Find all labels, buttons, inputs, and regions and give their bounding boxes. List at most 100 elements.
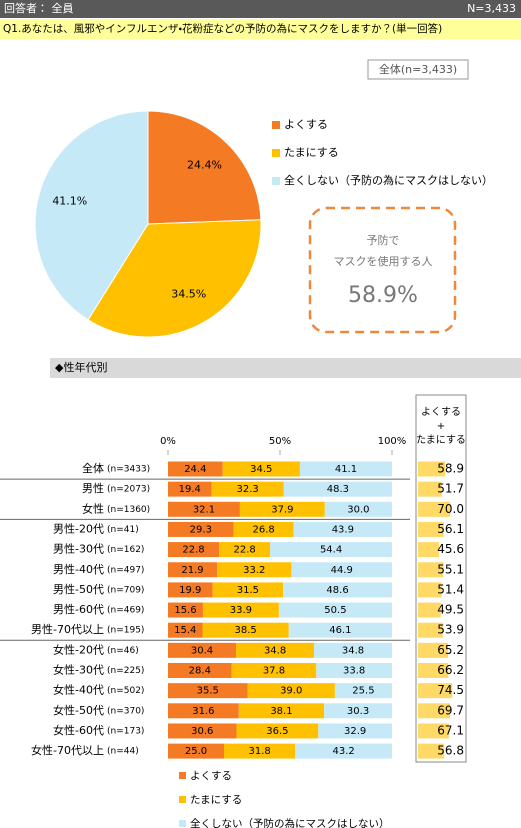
bar-value: 34.5 — [250, 464, 272, 475]
sum-value: 49.5 — [437, 603, 464, 617]
bar-segment — [168, 723, 237, 739]
bar-segment — [291, 562, 392, 578]
category-label: 女性-20代 — [53, 642, 104, 656]
sum-bar — [418, 501, 451, 517]
bar-value: 36.5 — [266, 726, 288, 737]
category-note: (n=41) — [107, 525, 139, 535]
bar-segment — [168, 743, 224, 759]
bar-value: 33.8 — [343, 666, 365, 677]
header-bar — [0, 0, 521, 18]
bar-segment — [168, 542, 220, 558]
sum-bar — [418, 582, 442, 598]
section-title: ◆性年代別 — [55, 360, 107, 374]
bar-value: 22.8 — [182, 545, 204, 556]
bar-segment — [316, 663, 392, 678]
pie-slice — [34, 110, 149, 321]
bar-segment — [168, 521, 234, 537]
bar-segment — [247, 683, 335, 699]
category-label: 男性-30代 — [53, 542, 104, 556]
bar-segment — [211, 481, 284, 497]
sum-bar — [418, 542, 439, 558]
sum-bar — [418, 703, 451, 719]
sum-value: 69.7 — [437, 703, 464, 717]
sum-value: 66.2 — [437, 663, 464, 677]
sum-bar — [418, 562, 444, 578]
section-bar — [50, 358, 521, 378]
category-note: (n=2073) — [107, 485, 150, 495]
category-label: 男性-50代 — [53, 582, 104, 596]
category-note: (n=502) — [107, 686, 144, 696]
bar-value: 25.0 — [185, 746, 207, 757]
bar-value: 32.1 — [193, 504, 215, 515]
bar-value: 43.9 — [332, 524, 354, 535]
bar-segment — [222, 461, 300, 477]
question-bar — [0, 19, 521, 39]
sum-value: 67.1 — [437, 723, 464, 737]
bar-value: 15.6 — [174, 605, 196, 616]
bar-value: 46.1 — [329, 625, 351, 636]
category-label: 男性-20代 — [53, 521, 104, 535]
bar-segment — [295, 743, 392, 759]
bar-segment — [168, 622, 203, 638]
bar-segment — [168, 481, 212, 497]
sum-value: 55.1 — [437, 562, 464, 576]
sum-bar — [418, 461, 446, 477]
bar-value: 30.6 — [191, 726, 213, 737]
bar-segment — [212, 582, 284, 598]
category-label: 女性-40代 — [53, 683, 104, 697]
slice-label: 34.5% — [171, 287, 206, 300]
legend-swatch — [272, 121, 280, 129]
bar-value: 32.3 — [236, 484, 258, 495]
bar-segment — [334, 683, 392, 699]
sum-header: よくする — [421, 406, 461, 418]
bar-segment — [236, 642, 315, 658]
bar-value: 30.3 — [347, 706, 369, 717]
sum-bar — [418, 602, 441, 618]
category-note: (n=469) — [107, 606, 144, 616]
bar-segment — [202, 622, 289, 638]
sum-header: たまにする — [416, 434, 466, 446]
category-note: (n=46) — [107, 646, 139, 656]
category-note: (n=173) — [107, 726, 144, 736]
sum-bar — [418, 683, 453, 699]
sum-column — [415, 394, 467, 763]
sum-value: 74.5 — [437, 683, 464, 697]
bar-value: 35.5 — [197, 686, 219, 697]
bar-value: 31.8 — [248, 746, 270, 757]
bar-segment — [233, 521, 294, 537]
bar-segment — [283, 582, 392, 598]
sum-bar — [418, 723, 449, 739]
bar-value: 37.9 — [271, 504, 293, 515]
bar-segment — [299, 461, 392, 477]
bar-segment — [168, 461, 223, 477]
bar-value: 15.4 — [174, 625, 196, 636]
sum-header: + — [437, 421, 445, 432]
bar-segment — [168, 582, 213, 598]
bar-segment — [270, 542, 392, 558]
category-label: 女性-50代 — [53, 703, 104, 717]
category-label: 女性-30代 — [53, 663, 104, 677]
bar-segment — [168, 501, 240, 517]
callout-box — [308, 206, 457, 334]
bar-value: 44.9 — [331, 565, 353, 576]
bar-value: 37.8 — [263, 666, 285, 677]
bar-segment — [168, 602, 203, 618]
bar-segment — [219, 542, 271, 558]
slice-label: 41.1% — [52, 195, 87, 208]
category-note: (n=3433) — [107, 465, 150, 475]
bar-segment — [238, 703, 325, 719]
category-note: (n=44) — [107, 747, 139, 757]
bar-value: 38.1 — [270, 706, 292, 717]
bar-value: 19.9 — [179, 585, 201, 596]
sum-value: 53.9 — [437, 623, 464, 637]
category-note: (n=709) — [107, 585, 144, 595]
bar-segment — [318, 723, 392, 739]
bar-segment — [288, 622, 392, 638]
bar-value: 28.4 — [189, 666, 211, 677]
sum-value: 56.1 — [437, 522, 464, 536]
bar-value: 38.5 — [234, 625, 256, 636]
bar-value: 31.5 — [237, 585, 259, 596]
legend-label: よくする — [284, 118, 328, 131]
bar-value: 31.6 — [192, 706, 214, 717]
